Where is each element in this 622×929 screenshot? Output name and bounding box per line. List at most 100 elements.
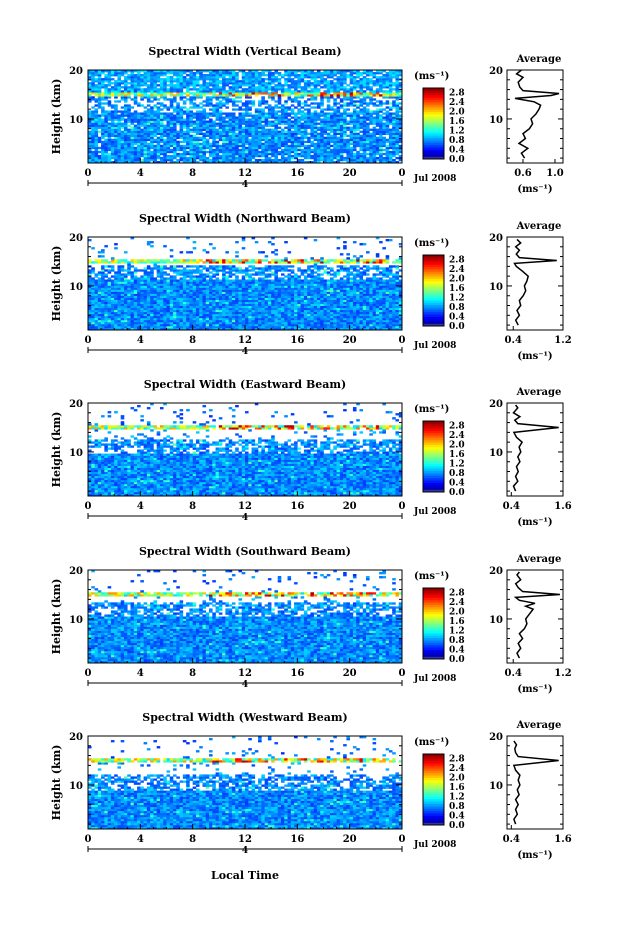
average-x-tick-label: 0.4	[505, 335, 522, 346]
colorbar-tick-label: 0.4	[449, 646, 465, 656]
panel-2: Spectral Width (Northward Beam) 10 20 Heigh…	[50, 212, 572, 362]
average-title: Average	[516, 54, 562, 65]
average-x-axis-label: (ms⁻¹)	[517, 351, 552, 362]
panel-title: Spectral Width (Eastward Beam)	[144, 378, 346, 391]
colorbar-tick-label: 0.4	[449, 479, 465, 489]
heatmap-cells	[88, 70, 403, 164]
y-tick-label: 20	[69, 399, 83, 410]
colorbar-tick-label: 2.8	[449, 256, 465, 266]
average-profile-line	[512, 740, 559, 825]
x-tick-label: 20	[343, 168, 357, 179]
date-label: Jul 2008	[413, 341, 456, 351]
average-x-tick-label: 0.4	[503, 501, 520, 512]
average-profile: Average 10 20 0.4 1.6(ms⁻¹)	[489, 387, 572, 528]
y-axis-label: Height (km)	[50, 745, 63, 821]
average-frame	[506, 735, 564, 830]
x-tick-label: 16	[290, 668, 304, 679]
day-marker: 4	[242, 180, 248, 190]
day-marker: 4	[242, 680, 248, 690]
colorbar-tick-label: 0.4	[449, 313, 465, 323]
x-tick-label: 12	[238, 335, 252, 346]
x-tick-label: 8	[189, 501, 196, 512]
x-tick-label: 4	[137, 668, 144, 679]
colorbar-tick-label: 1.6	[449, 450, 465, 460]
y-tick-label: 10	[69, 115, 83, 126]
x-tick-label: 20	[343, 501, 357, 512]
date-label: Jul 2008	[413, 507, 456, 517]
colorbar-tick-label: 0.8	[449, 802, 465, 812]
x-tick-label: 0	[85, 501, 92, 512]
colorbar-tick-label: 2.4	[449, 431, 465, 441]
colorbar-tick-label: 1.6	[449, 617, 465, 627]
y-axis-label: Height (km)	[50, 246, 63, 322]
panel-title: Spectral Width (Southward Beam)	[139, 545, 351, 558]
colorbar-tick-label: 0.0	[449, 488, 465, 498]
x-tick-label: 16	[290, 335, 304, 346]
day-marker: 4	[242, 846, 248, 856]
x-tick-label: 12	[238, 834, 252, 845]
colorbar-tick-label: 2.0	[449, 441, 465, 451]
average-x-tick-label: 1.6	[554, 501, 571, 512]
x-tick-label: 8	[189, 834, 196, 845]
colorbar-tick-label: 2.8	[449, 755, 465, 765]
x-tick-label: 0	[85, 168, 92, 179]
colorbar	[422, 587, 445, 660]
x-tick-label: 12	[238, 168, 252, 179]
x-tick-label: 16	[290, 834, 304, 845]
colorbar-unit: (ms⁻¹)	[414, 238, 449, 249]
average-x-tick-label: 1.0	[546, 168, 563, 179]
x-tick-label: 4	[137, 335, 144, 346]
average-profile: Average 10 20 0.4 1.2(ms⁻¹)	[489, 221, 572, 362]
colorbar-tick-label: 0.4	[449, 146, 465, 156]
average-frame	[506, 236, 564, 331]
average-x-tick-label: 1.6	[554, 834, 571, 845]
day-marker: 4	[242, 513, 248, 523]
average-x-axis-label: (ms⁻¹)	[517, 684, 552, 695]
average-y-tick-label: 10	[489, 615, 503, 626]
x-tick-label: 8	[189, 668, 196, 679]
y-tick-label: 10	[69, 615, 83, 626]
colorbar-tick-label: 0.8	[449, 136, 465, 146]
x-tick-label: 4	[137, 168, 144, 179]
average-x-tick-label: 1.2	[554, 335, 571, 346]
colorbar-tick-label: 0.0	[449, 322, 465, 332]
average-y-tick-label: 10	[489, 448, 503, 459]
colorbar-tick-label: 0.8	[449, 469, 465, 479]
panel-4: Spectral Width (Southward Beam) 10 20 Heigh…	[50, 545, 572, 695]
colorbar-tick-label: 1.6	[449, 117, 465, 127]
average-x-tick-label: 0.4	[503, 834, 520, 845]
x-tick-label: 12	[238, 501, 252, 512]
average-y-tick-label: 20	[489, 233, 503, 244]
colorbar-tick-label: 2.8	[449, 422, 465, 432]
x-tick-label: 20	[343, 834, 357, 845]
colorbar-tick-label: 1.2	[449, 127, 465, 137]
average-title: Average	[516, 720, 562, 731]
average-title: Average	[516, 554, 562, 565]
day-marker: 4	[242, 347, 248, 357]
x-tick-label: 12	[238, 668, 252, 679]
panel-3: Spectral Width (Eastward Beam) 10 20 Height…	[50, 378, 572, 528]
colorbar-tick-label: 1.6	[449, 783, 465, 793]
average-y-tick-label: 10	[489, 115, 503, 126]
colorbar	[422, 254, 445, 327]
colorbar-tick-label: 1.2	[449, 627, 465, 637]
bottom-x-axis-label: Local Time	[211, 869, 279, 882]
y-axis-label: Height (km)	[50, 79, 63, 155]
colorbar-tick-label: 0.0	[449, 821, 465, 831]
x-tick-label: 0	[399, 834, 406, 845]
average-y-tick-label: 10	[489, 282, 503, 293]
y-axis-label: Height (km)	[50, 412, 63, 488]
date-label: Jul 2008	[413, 840, 456, 850]
x-tick-label: 4	[137, 834, 144, 845]
colorbar-tick-label: 0.0	[449, 155, 465, 165]
average-profile: Average 10 20 0.6 1.0 (ms⁻¹)	[489, 54, 564, 195]
heatmap-cells	[88, 570, 403, 664]
x-tick-label: 0	[85, 668, 92, 679]
average-x-axis-label: (ms⁻¹)	[517, 184, 552, 195]
panel-title: Spectral Width (Northward Beam)	[139, 212, 351, 225]
x-tick-label: 16	[290, 501, 304, 512]
heatmap-cells	[88, 237, 403, 331]
y-axis-label: Height (km)	[50, 579, 63, 655]
average-x-tick-label: 0.6	[514, 168, 531, 179]
